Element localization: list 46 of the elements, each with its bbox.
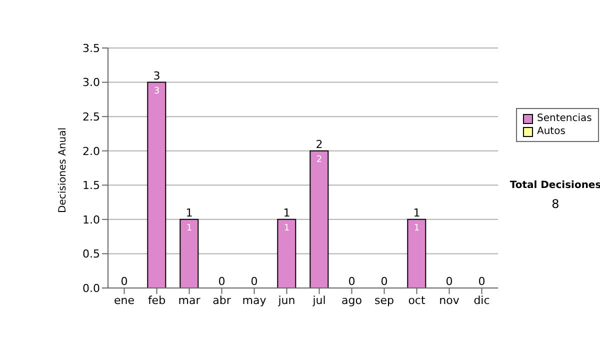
y-tick-label: 1.5 <box>82 179 100 192</box>
bar <box>277 218 296 288</box>
y-tick-label: 3.5 <box>82 42 100 55</box>
total-label: 3 <box>153 69 160 82</box>
x-tick-label: jun <box>277 294 296 307</box>
total-label: 2 <box>316 138 323 151</box>
bar <box>310 150 329 288</box>
bar <box>180 218 199 288</box>
text: 8 <box>550 197 560 211</box>
total-label: 0 <box>478 275 486 288</box>
legend-label: Sentencias <box>537 112 592 125</box>
y-tick-label: 2.5 <box>82 110 100 124</box>
y-tick-label: 2.0 <box>82 144 100 158</box>
data-label: 1 <box>414 223 420 234</box>
data-label: 1 <box>186 223 192 234</box>
x-tick-label: may <box>242 294 267 307</box>
y-tick-label: 0.5 <box>82 248 100 261</box>
total-label: 0 <box>218 275 226 288</box>
bar <box>147 82 166 288</box>
x-tick-label: ago <box>342 294 362 307</box>
x-tick-label: feb <box>148 294 166 307</box>
x-tick-label: ene <box>114 294 135 307</box>
total-label: 1 <box>413 206 420 220</box>
total-label: 0 <box>250 275 258 288</box>
y-axis-title: Decisiones Anual <box>58 127 69 213</box>
x-tick-label: abr <box>212 294 232 307</box>
total-label: 1 <box>283 206 290 220</box>
total-label: 1 <box>186 206 193 220</box>
bar <box>407 218 426 288</box>
data-label: 3 <box>154 86 160 96</box>
data-label: 1 <box>284 223 290 234</box>
data-label: 2 <box>316 154 322 165</box>
y-tick-label: 3.0 <box>82 76 100 90</box>
total-label: 0 <box>348 275 356 288</box>
total-label: 0 <box>120 275 128 288</box>
x-tick-label: mar <box>178 294 201 307</box>
y-tick-label: 0.0 <box>82 282 100 295</box>
y-tick-label: 1.0 <box>82 213 100 226</box>
x-tick-label: sep <box>374 294 394 307</box>
x-tick-label: nov <box>439 294 460 307</box>
total-label: 0 <box>380 275 388 288</box>
total-label: 0 <box>446 275 453 288</box>
x-tick-label: jul <box>312 294 326 307</box>
x-tick-label: dic <box>474 294 490 307</box>
x-tick-label: oct <box>408 294 426 307</box>
legend-label: Autos <box>537 125 566 138</box>
